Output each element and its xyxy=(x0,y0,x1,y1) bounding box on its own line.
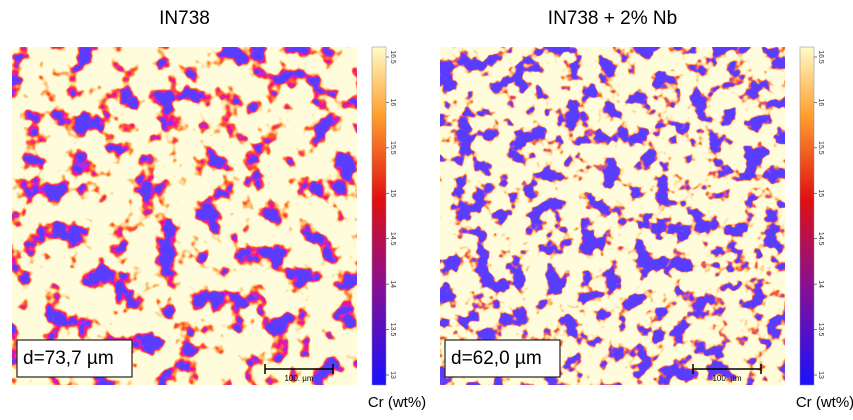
colorbar-label: Cr (wt%) xyxy=(368,394,426,411)
panel-title: IN738 + 2% Nb xyxy=(548,8,677,29)
colorbar-tick-label: 13.5 xyxy=(817,323,824,337)
colorbar-tick-label: 13 xyxy=(389,371,396,379)
colorbar-tick-label: 15 xyxy=(389,189,396,197)
colorbar xyxy=(799,46,815,386)
colorbar-tick-label: 15.5 xyxy=(389,141,396,155)
microstructure-image xyxy=(12,47,357,385)
colorbar-tick-label: 16 xyxy=(389,99,396,107)
size-label: d=73,7 µm xyxy=(23,348,114,369)
colorbar-tick-label: 16.5 xyxy=(389,50,396,64)
colorbar-tick-label: 14 xyxy=(389,280,396,288)
colorbar-tick-label: 14.5 xyxy=(389,232,396,246)
colorbar-tick-label: 15.5 xyxy=(817,141,824,155)
colorbar-tick-label: 14 xyxy=(817,280,824,288)
colorbar-tick-label: 15 xyxy=(817,189,824,197)
size-label-box xyxy=(16,339,133,378)
colorbar-tick-label: 16 xyxy=(817,99,824,107)
size-label-box xyxy=(444,339,561,378)
colorbar-label: Cr (wt%) xyxy=(796,394,853,411)
microstructure-image xyxy=(440,47,785,385)
scale-bar-label: 100. µm xyxy=(712,374,741,383)
size-label: d=62,0 µm xyxy=(451,348,542,369)
colorbar xyxy=(371,46,387,386)
colorbar-tick-label: 14.5 xyxy=(817,232,824,246)
panel-title: IN738 xyxy=(159,8,210,29)
colorbar-tick-label: 13.5 xyxy=(389,323,396,337)
colorbar-tick-label: 16.5 xyxy=(817,50,824,64)
colorbar-tick-label: 13 xyxy=(817,371,824,379)
scale-bar-label: 100. µm xyxy=(284,374,313,383)
